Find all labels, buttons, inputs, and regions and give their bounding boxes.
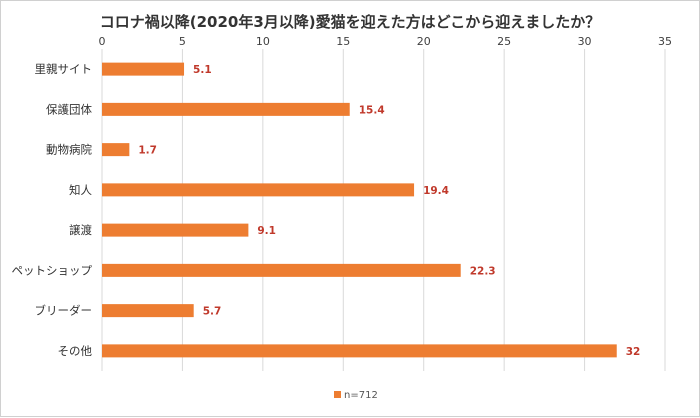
x-tick-label: 20 [417, 35, 431, 48]
data-label: 19.4 [423, 185, 449, 197]
x-axis-ticks: 0 5 10 15 20 25 30 35 [99, 35, 673, 48]
x-tick-label: 5 [179, 35, 186, 48]
bar [102, 304, 194, 318]
category-label: ペットショップ [12, 263, 93, 277]
x-tick-label: 35 [658, 35, 672, 48]
data-label: 1.7 [138, 145, 157, 157]
category-label: 動物病院 [46, 143, 92, 157]
data-label: 9.1 [257, 225, 276, 237]
gridlines [101, 49, 666, 371]
chart-title: コロナ禍以降(2020年3月以降)愛猫を迎えた方はどこから迎えましたか？ [100, 13, 600, 31]
data-label: 15.4 [359, 104, 385, 116]
category-label: 譲渡 [69, 223, 92, 237]
legend-swatch [334, 391, 341, 398]
category-label: ブリーダー [35, 304, 93, 318]
category-label: 知人 [69, 183, 92, 197]
data-label: 5.1 [193, 64, 212, 76]
bar [102, 183, 415, 197]
data-label: 5.7 [203, 306, 222, 318]
legend-label: n=712 [344, 390, 378, 401]
data-label: 32 [626, 346, 641, 358]
category-label: その他 [58, 344, 93, 358]
x-tick-label: 15 [336, 35, 350, 48]
x-tick-label: 0 [99, 35, 106, 48]
data-labels: 5.1 15.4 1.7 19.4 9.1 22.3 5.7 32 [138, 64, 640, 358]
bar [102, 344, 617, 358]
x-tick-label: 25 [497, 35, 511, 48]
bar [102, 143, 130, 157]
category-label: 保護団体 [46, 102, 92, 116]
bars [102, 62, 617, 358]
bar [102, 263, 461, 277]
bar [102, 102, 350, 116]
x-tick-label: 30 [578, 35, 592, 48]
category-label: 里親サイト [35, 62, 93, 76]
bar [102, 223, 249, 237]
legend: n=712 [334, 390, 378, 401]
x-tick-label: 10 [256, 35, 270, 48]
bar [102, 62, 185, 76]
data-label: 22.3 [470, 265, 496, 277]
